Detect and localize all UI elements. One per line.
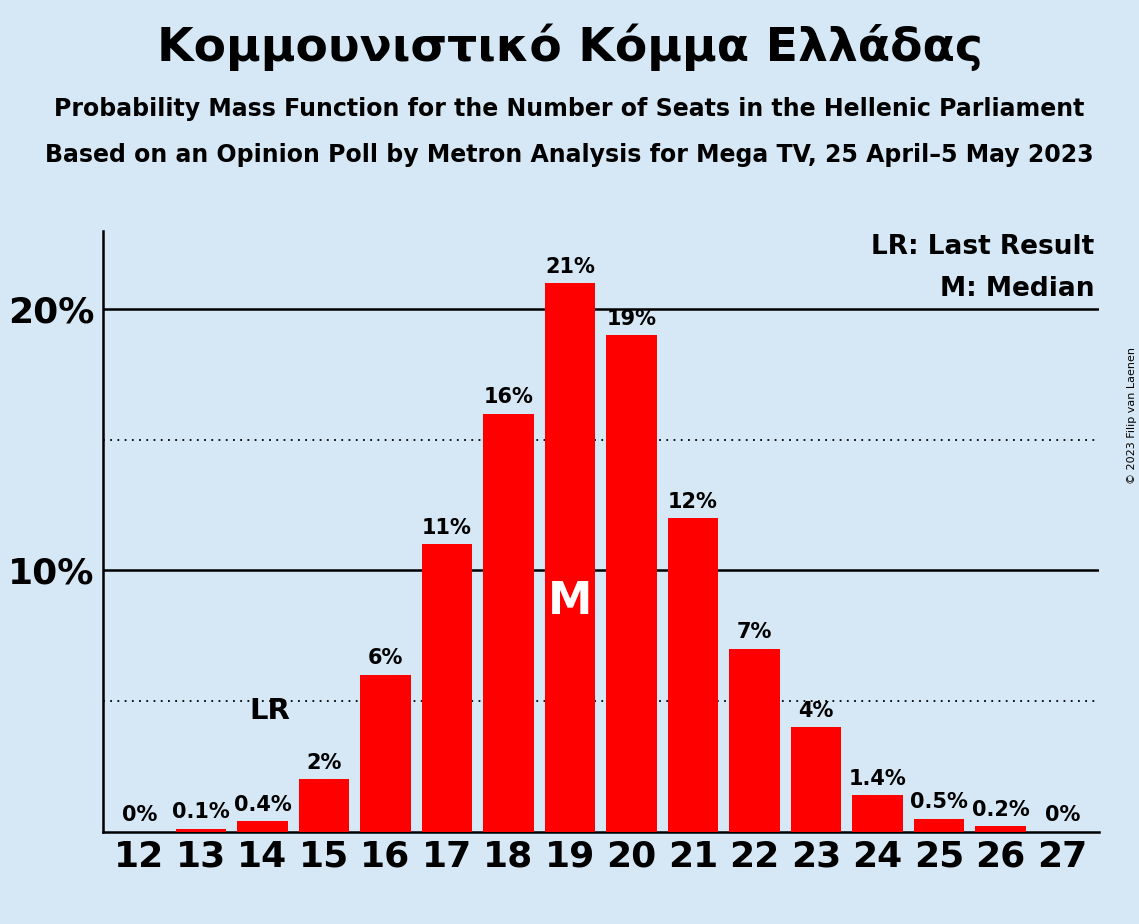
Text: 21%: 21% — [546, 257, 595, 276]
Text: 0%: 0% — [1044, 805, 1080, 825]
Text: 1.4%: 1.4% — [849, 769, 907, 788]
Text: 0.1%: 0.1% — [172, 802, 230, 822]
Text: 0.2%: 0.2% — [972, 800, 1030, 820]
Bar — [667, 518, 719, 832]
Text: LR: LR — [249, 697, 290, 725]
Text: © 2023 Filip van Laenen: © 2023 Filip van Laenen — [1126, 347, 1137, 484]
Text: 12%: 12% — [669, 492, 718, 512]
Bar — [913, 819, 965, 832]
Bar — [606, 335, 657, 832]
Bar — [544, 284, 596, 832]
Bar — [175, 829, 227, 832]
Bar — [975, 826, 1026, 832]
Text: 0.4%: 0.4% — [233, 795, 292, 815]
Bar — [483, 414, 534, 832]
Bar — [298, 779, 350, 832]
Text: Probability Mass Function for the Number of Seats in the Hellenic Parliament: Probability Mass Function for the Number… — [55, 97, 1084, 121]
Text: 19%: 19% — [607, 309, 656, 329]
Text: 16%: 16% — [484, 387, 533, 407]
Bar — [421, 544, 473, 832]
Bar — [790, 727, 842, 832]
Bar — [729, 649, 780, 832]
Bar — [237, 821, 288, 832]
Text: 4%: 4% — [798, 700, 834, 721]
Text: 6%: 6% — [368, 649, 403, 668]
Text: 7%: 7% — [737, 622, 772, 642]
Bar — [852, 795, 903, 832]
Bar — [360, 675, 411, 832]
Text: 0%: 0% — [122, 805, 157, 825]
Text: Based on an Opinion Poll by Metron Analysis for Mega TV, 25 April–5 May 2023: Based on an Opinion Poll by Metron Analy… — [46, 143, 1093, 167]
Text: M: M — [548, 579, 592, 623]
Text: Κομμουνιστικό Κόμμα Ελλάδας: Κομμουνιστικό Κόμμα Ελλάδας — [156, 23, 983, 70]
Text: 11%: 11% — [423, 517, 472, 538]
Text: 0.5%: 0.5% — [910, 792, 968, 812]
Text: 2%: 2% — [306, 753, 342, 772]
Text: M: Median: M: Median — [940, 276, 1095, 302]
Text: LR: Last Result: LR: Last Result — [871, 234, 1095, 260]
